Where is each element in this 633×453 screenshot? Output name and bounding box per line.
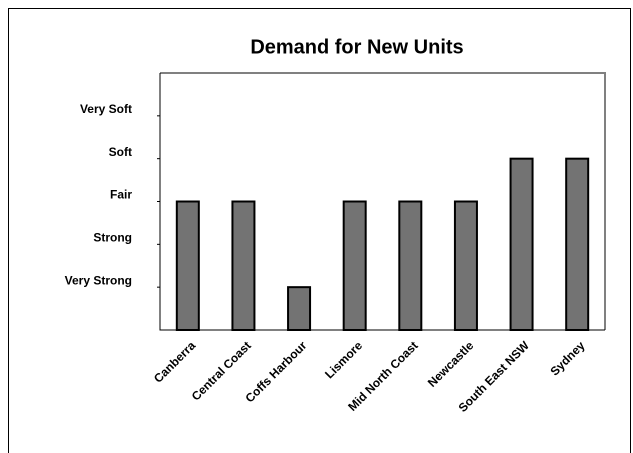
chart-frame	[8, 8, 631, 453]
x-tick-label: Newcastle	[425, 338, 477, 390]
x-tick-label: Sydney	[547, 338, 587, 378]
bar	[287, 286, 312, 331]
y-tick-label: Soft	[109, 145, 132, 159]
bar	[565, 157, 590, 331]
chart-title: Demand for New Units	[250, 36, 463, 58]
y-tick-label: Very Strong	[65, 273, 132, 287]
y-tick-label: Fair	[110, 188, 132, 202]
bar	[453, 200, 478, 331]
x-tick-label: Canberra	[151, 338, 198, 385]
bar	[231, 200, 256, 331]
bar	[175, 200, 200, 331]
plot-border	[160, 72, 606, 330]
x-tick-label: Lismore	[322, 338, 365, 381]
bar	[509, 157, 534, 331]
bar	[342, 200, 367, 331]
axis	[159, 73, 605, 331]
y-tick-label: Very Soft	[80, 102, 132, 116]
bar	[398, 200, 423, 331]
y-tick-label: Strong	[93, 231, 132, 245]
